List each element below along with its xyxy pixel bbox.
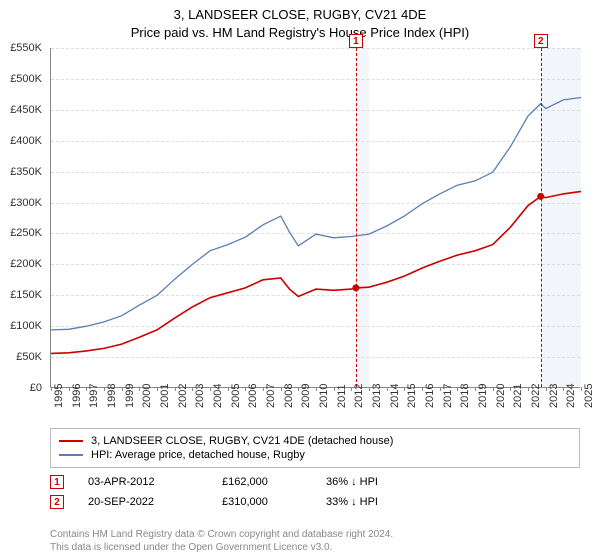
x-tick-label: 2015	[406, 384, 418, 408]
x-tick-label: 2020	[495, 384, 507, 408]
chart-svg	[51, 48, 580, 387]
series-line-hpi	[51, 98, 581, 330]
x-tick-label: 2006	[247, 384, 259, 408]
event-vline	[356, 48, 357, 387]
x-tick-label: 2003	[194, 384, 206, 408]
x-tick-label: 2008	[283, 384, 295, 408]
y-tick-label: £500K	[10, 73, 42, 85]
x-tick-label: 1997	[88, 384, 100, 408]
x-tick-label: 2016	[424, 384, 436, 408]
y-tick-label: £400K	[10, 135, 42, 147]
x-axis-labels: 1995199619971998199920002001200220032004…	[50, 390, 580, 430]
legend: 3, LANDSEER CLOSE, RUGBY, CV21 4DE (deta…	[50, 428, 580, 468]
table-row: 2 20-SEP-2022 £310,000 33% ↓ HPI	[50, 492, 580, 512]
x-tick-label: 2012	[353, 384, 365, 408]
x-tick-label: 2009	[300, 384, 312, 408]
x-tick-label: 2007	[265, 384, 277, 408]
events-table: 1 03-APR-2012 £162,000 36% ↓ HPI 2 20-SE…	[50, 472, 580, 512]
event-pct: 33% ↓ HPI	[326, 496, 436, 508]
y-tick-label: £300K	[10, 197, 42, 209]
legend-label: 3, LANDSEER CLOSE, RUGBY, CV21 4DE (deta…	[91, 435, 393, 447]
series-line-price_paid	[51, 191, 581, 353]
event-marker-icon: 1	[50, 475, 64, 489]
x-tick-label: 2021	[512, 384, 524, 408]
x-tick-label: 2000	[141, 384, 153, 408]
x-tick-label: 2004	[212, 384, 224, 408]
x-tick-label: 2022	[530, 384, 542, 408]
chart-container: 3, LANDSEER CLOSE, RUGBY, CV21 4DE Price…	[0, 0, 600, 560]
legend-item: 3, LANDSEER CLOSE, RUGBY, CV21 4DE (deta…	[59, 434, 571, 448]
y-tick-label: £100K	[10, 320, 42, 332]
x-tick-label: 2001	[159, 384, 171, 408]
x-tick-label: 2019	[477, 384, 489, 408]
table-row: 1 03-APR-2012 £162,000 36% ↓ HPI	[50, 472, 580, 492]
x-tick-label: 1995	[53, 384, 65, 408]
chart-plot-area: 12	[50, 48, 580, 388]
y-tick-label: £450K	[10, 104, 42, 116]
x-tick-label: 1999	[124, 384, 136, 408]
footer-line1: Contains HM Land Registry data © Crown c…	[50, 528, 580, 541]
x-tick-label: 2024	[565, 384, 577, 408]
y-tick-label: £0	[30, 382, 42, 394]
event-marker-icon: 2	[534, 34, 548, 48]
event-date: 20-SEP-2022	[88, 496, 198, 508]
footer-line2: This data is licensed under the Open Gov…	[50, 541, 580, 554]
footer-attribution: Contains HM Land Registry data © Crown c…	[50, 528, 580, 554]
x-tick-label: 2014	[389, 384, 401, 408]
x-tick-label: 2013	[371, 384, 383, 408]
x-tick-label: 2025	[583, 384, 595, 408]
event-vline	[541, 48, 542, 387]
y-tick-label: £350K	[10, 166, 42, 178]
legend-item: HPI: Average price, detached house, Rugb…	[59, 448, 571, 462]
x-tick-label: 2002	[177, 384, 189, 408]
y-tick-label: £550K	[10, 42, 42, 54]
x-tick-label: 2011	[336, 384, 348, 408]
x-tick-label: 2023	[548, 384, 560, 408]
y-tick-label: £200K	[10, 258, 42, 270]
legend-swatch-icon	[59, 454, 83, 456]
x-tick-label: 1996	[71, 384, 83, 408]
title-block: 3, LANDSEER CLOSE, RUGBY, CV21 4DE Price…	[0, 0, 600, 41]
event-pct: 36% ↓ HPI	[326, 476, 436, 488]
event-marker-icon: 2	[50, 495, 64, 509]
event-price: £162,000	[222, 476, 302, 488]
x-tick-label: 2005	[230, 384, 242, 408]
legend-label: HPI: Average price, detached house, Rugb…	[91, 449, 305, 461]
y-tick-label: £250K	[10, 227, 42, 239]
y-axis-labels: £0£50K£100K£150K£200K£250K£300K£350K£400…	[0, 48, 46, 388]
y-tick-label: £50K	[16, 351, 42, 363]
y-tick-label: £150K	[10, 289, 42, 301]
event-date: 03-APR-2012	[88, 476, 198, 488]
legend-swatch-icon	[59, 440, 83, 442]
x-tick-label: 2017	[442, 384, 454, 408]
title-address: 3, LANDSEER CLOSE, RUGBY, CV21 4DE	[0, 6, 600, 24]
event-marker-icon: 1	[349, 34, 363, 48]
x-tick-label: 2018	[459, 384, 471, 408]
title-subtitle: Price paid vs. HM Land Registry's House …	[0, 24, 600, 42]
event-price: £310,000	[222, 496, 302, 508]
x-tick-label: 2010	[318, 384, 330, 408]
x-tick-label: 1998	[106, 384, 118, 408]
